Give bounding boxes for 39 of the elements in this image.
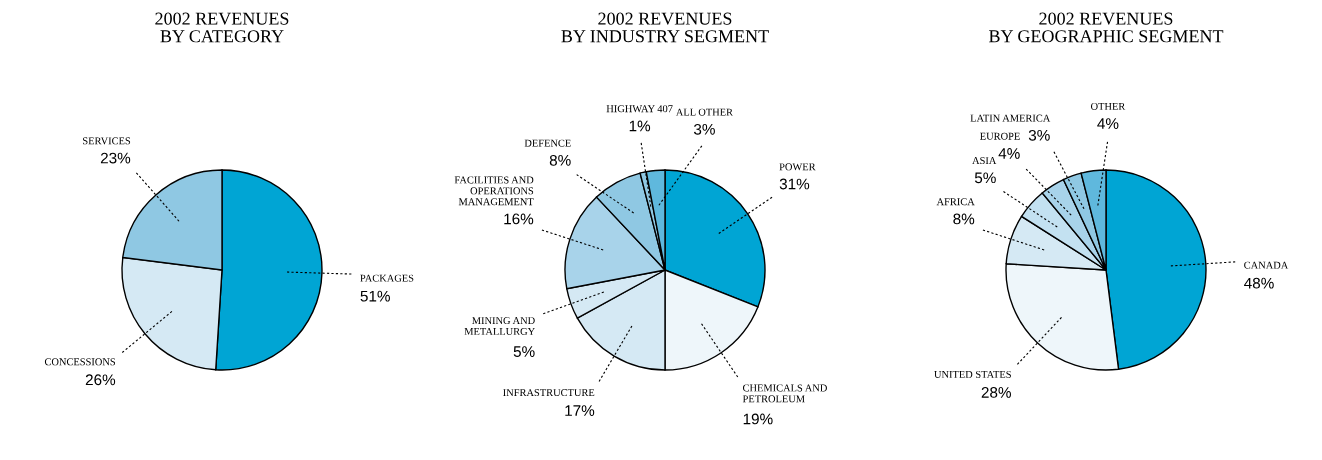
chart-title: 2002 REVENUES BY CATEGORY (155, 12, 289, 43)
data-label: 17% (565, 405, 595, 416)
slice-label: UNITED STATES (934, 370, 1011, 378)
data-label: 3% (1028, 129, 1050, 141)
data-label: 16% (504, 213, 534, 225)
slice-label: EUROPE (980, 132, 1020, 140)
slice-label: INFRASTRUCTURE (503, 389, 595, 397)
slice-label: DEFENCE (524, 139, 571, 147)
slice-label: POWER (779, 163, 816, 171)
data-label: 5% (513, 346, 535, 357)
data-label: 19% (743, 413, 773, 425)
slice-label: SERVICES (83, 137, 131, 145)
data-label: 48% (1244, 277, 1274, 289)
slice-label: ASIA (972, 157, 997, 165)
data-label: 1% (629, 120, 651, 132)
slice-label: LATIN AMERICA (970, 114, 1051, 122)
slice-label: OTHER (1091, 102, 1126, 110)
data-label: 8% (953, 213, 975, 225)
slice-label: CHEMICALS AND PETROLEUM (742, 384, 827, 403)
slice-label: HIGHWAY 407 (606, 105, 673, 113)
data-label: 51% (360, 290, 390, 302)
data-label: 28% (981, 387, 1011, 398)
data-label: 4% (998, 148, 1020, 159)
chart-title: 2002 REVENUES BY GEOGRAPHIC SEGMENT (988, 12, 1224, 43)
data-label: 3% (693, 123, 715, 135)
data-label: 5% (974, 172, 996, 184)
slice-label: CANADA (1244, 261, 1289, 269)
data-label: 8% (549, 154, 571, 166)
data-label: 26% (85, 374, 116, 386)
slice-label: CONCESSIONS (44, 358, 116, 366)
slice-label: MINING AND METALLURGY (464, 317, 535, 335)
slice-label: FACILITIES AND OPERATIONS MANAGEMENT (454, 176, 534, 206)
data-label: 23% (100, 152, 131, 164)
slice-label: PACKAGES (360, 274, 414, 282)
chart-title: 2002 REVENUES BY INDUSTRY SEGMENT (561, 12, 769, 43)
slice-label: ALL OTHER (675, 108, 733, 116)
data-label: 4% (1097, 118, 1119, 129)
slice-label: AFRICA (936, 198, 975, 206)
data-label: 31% (779, 178, 810, 190)
